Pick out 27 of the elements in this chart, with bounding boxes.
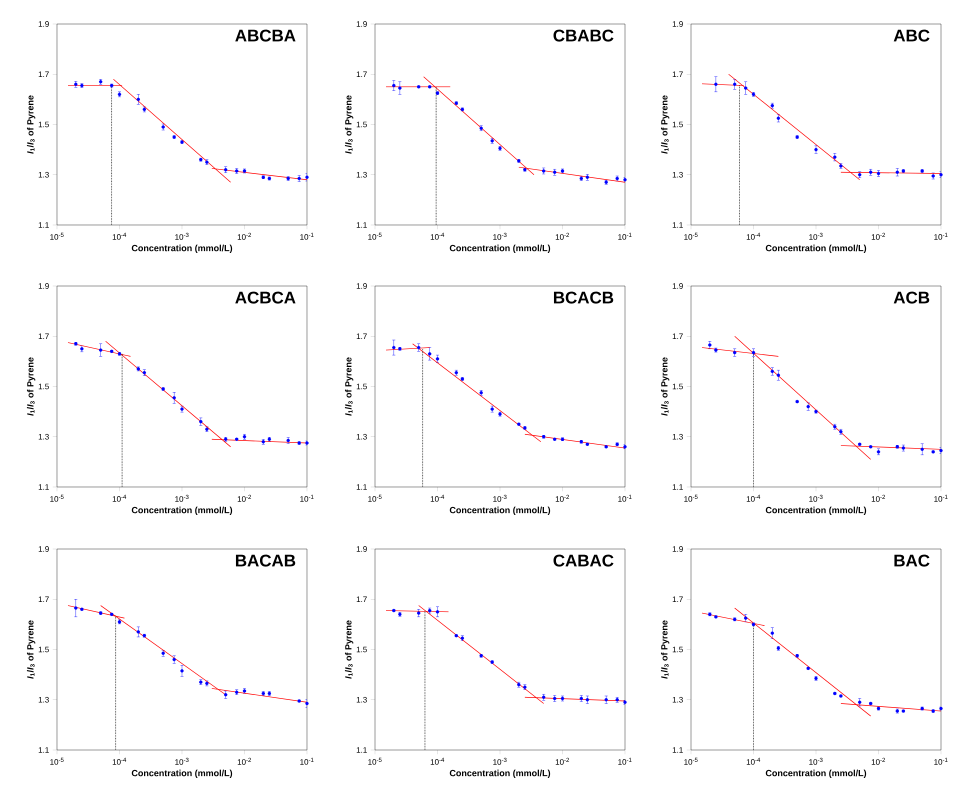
- chart-title: ABCBA: [235, 30, 296, 42]
- chart-title: BCACB: [554, 292, 614, 304]
- chart-title: BAC: [894, 554, 930, 567]
- x-axis-title: Concentration (mmol/L): [132, 770, 232, 778]
- chart-title: ABC: [894, 30, 930, 42]
- chart-title: ACBCA: [235, 292, 296, 304]
- x-axis-title: Concentration (mmol/L): [450, 770, 550, 778]
- y-axis-title: I$_{1}$/I$_{3}$ of Pyrene: [344, 620, 354, 679]
- y-axis-title: I$_{1}$/I$_{3}$ of Pyrene: [660, 357, 670, 416]
- y-axis-title: I$_{1}$/I$_{3}$ of Pyrene: [660, 95, 670, 154]
- x-axis-title: Concentration (mmol/L): [766, 506, 866, 516]
- chart-title: CABAC: [554, 554, 614, 567]
- y-axis-title: I$_{1}$/I$_{3}$ of Pyrene: [26, 620, 36, 679]
- y-axis-title: I$_{1}$/I$_{3}$ of Pyrene: [344, 357, 354, 416]
- y-axis-title: I$_{1}$/I$_{3}$ of Pyrene: [26, 357, 36, 416]
- x-axis-title: Concentration (mmol/L): [766, 770, 866, 778]
- x-axis-title: Concentration (mmol/L): [450, 506, 550, 516]
- chart-title: CBABC: [554, 30, 614, 42]
- y-axis-title: I$_{1}$/I$_{3}$ of Pyrene: [344, 95, 354, 154]
- chart-title: ACB: [894, 292, 930, 304]
- x-axis-title: Concentration (mmol/L): [766, 244, 866, 254]
- chart-title: BACAB: [236, 554, 296, 567]
- x-axis-title: Concentration (mmol/L): [450, 244, 550, 254]
- y-axis-title: I$_{1}$/I$_{3}$ of Pyrene: [660, 620, 670, 679]
- x-axis-title: Concentration (mmol/L): [132, 244, 232, 254]
- x-axis-title: Concentration (mmol/L): [132, 506, 232, 516]
- y-axis-title: I$_{1}$/I$_{3}$ of Pyrene: [26, 95, 36, 154]
